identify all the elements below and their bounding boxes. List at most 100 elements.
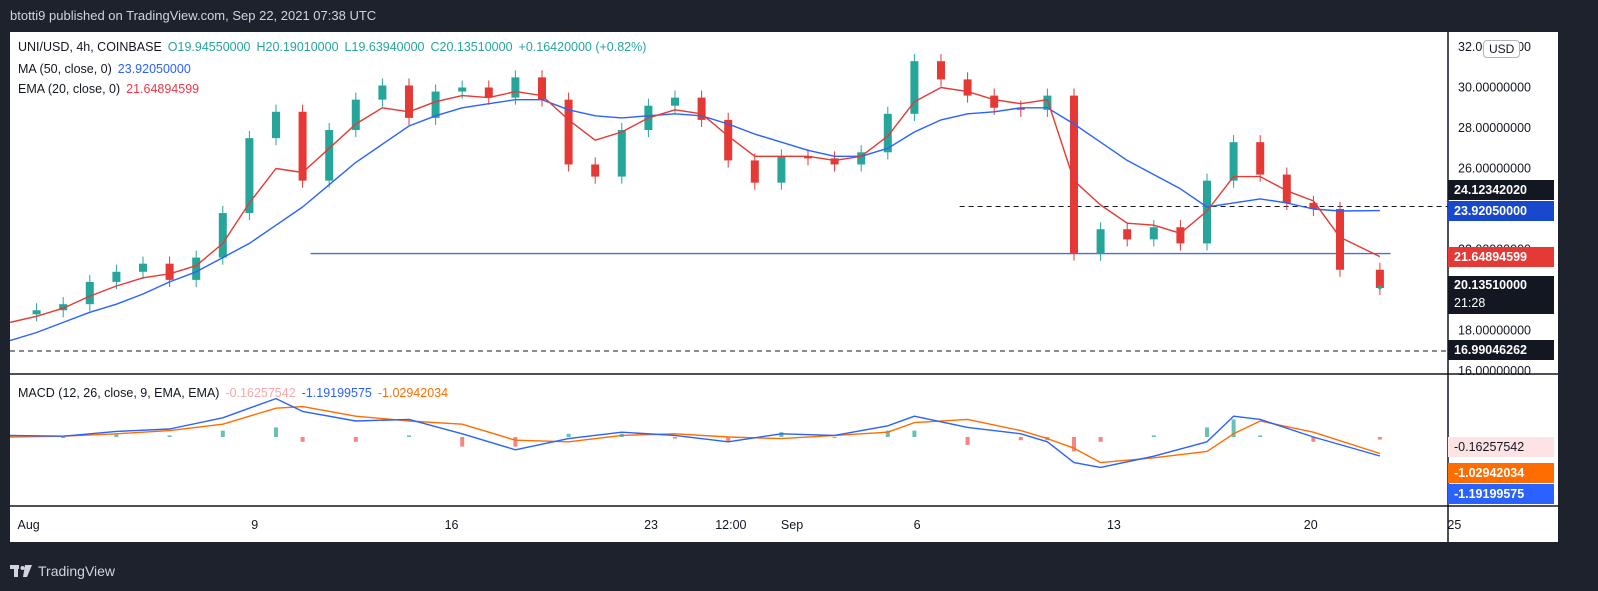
candle-body — [325, 130, 334, 181]
legend-ema: EMA (20, close, 0) 21.64894599 — [18, 82, 205, 96]
candle-body — [857, 152, 866, 165]
macd-hist-bar — [407, 435, 411, 437]
candle-body — [937, 61, 945, 80]
candle-body — [165, 263, 174, 280]
candle-body — [85, 281, 94, 305]
macd-hist-bar — [274, 427, 278, 437]
x-tick-label: 20 — [1304, 518, 1318, 532]
macd-hist-bar — [885, 430, 890, 437]
candle-body — [724, 119, 733, 161]
x-tick-label: 23 — [644, 518, 658, 532]
legend-macd-signal: -1.02942034 — [377, 386, 449, 400]
macd-hist-bar — [167, 435, 172, 437]
macd-hist-bar — [353, 437, 358, 442]
macd-signal-line — [10, 405, 1381, 464]
macd-hist-bar — [1098, 437, 1103, 442]
candle-body — [990, 95, 999, 108]
tradingview-logo[interactable]: TradingView — [10, 563, 115, 579]
candle-body — [564, 99, 573, 165]
candle-body — [1096, 229, 1105, 254]
macd-hist-bar — [1377, 437, 1382, 440]
candle-body — [777, 156, 786, 183]
candle-body — [804, 156, 812, 159]
tradingview-logo-text: TradingView — [38, 563, 116, 579]
y-tick-label: 26.00000000 — [1458, 162, 1531, 176]
candle-body — [458, 87, 467, 92]
candle-body — [1229, 142, 1238, 181]
macd-hist-bar — [1258, 435, 1263, 437]
legend-change: +0.16420000 (+0.82%) — [518, 40, 647, 54]
candle-body — [830, 158, 839, 165]
published-text: btotti9 published on TradingView.com, Se… — [10, 8, 377, 23]
price-tag-support: 16.99046262 — [1448, 340, 1554, 360]
candle-body — [484, 87, 493, 98]
macd-hist-bar — [779, 432, 784, 437]
candle-body — [963, 79, 972, 96]
currency-button[interactable]: USD — [1483, 40, 1521, 58]
candle-body — [1336, 209, 1344, 270]
macd-tag-signal: -1.02942034 — [1448, 463, 1554, 483]
candle-body — [591, 164, 600, 177]
candle-body — [139, 263, 147, 272]
candle-body — [1149, 227, 1158, 240]
macd-hist-bar — [10, 435, 12, 437]
candle-body — [1282, 174, 1291, 203]
candle-body — [298, 111, 307, 181]
legend-macd-line: -1.19199575 — [301, 386, 372, 400]
macd-hist-bar — [832, 437, 837, 438]
chart-frame[interactable]: 32.0000000030.0000000028.0000000026.0000… — [10, 32, 1558, 542]
price-tag-last: 20.13510000 21:28 — [1448, 276, 1554, 314]
macd-hist-bar — [1018, 437, 1023, 441]
last-price-dot — [1377, 285, 1382, 290]
candle-body — [32, 310, 41, 315]
macd-hist-bar — [912, 430, 917, 437]
legend-low: L19.63940000 — [344, 40, 425, 54]
last-price: 20.13510000 — [1454, 278, 1527, 292]
legend-close: C20.13510000 — [430, 40, 513, 54]
candle-body — [750, 160, 759, 183]
x-tick-label: 12:00 — [715, 518, 746, 532]
x-tick-label: 13 — [1107, 518, 1121, 532]
legend-price: UNI/USD, 4h, COINBASE O19.94550000 H20.190… — [18, 40, 652, 54]
macd-hist-bar — [513, 437, 518, 447]
candle-body — [1070, 95, 1078, 254]
ma-line — [10, 98, 1380, 342]
legend-macd: MACD (12, 26, close, 9, EMA, EMA) -0.1625… — [18, 386, 454, 400]
legend-macd-label: MACD (12, 26, close, 9, EMA, EMA) — [18, 386, 220, 400]
legend-ma-value: 23.92050000 — [117, 62, 191, 76]
legend-open: O19.94550000 — [167, 40, 251, 54]
macd-tag-hist: -0.16257542 — [1448, 437, 1554, 457]
y-tick-label: 28.00000000 — [1458, 121, 1531, 135]
macd-tag-macd: -1.19199575 — [1448, 484, 1554, 504]
candle-body — [1123, 229, 1132, 240]
candle-body — [351, 99, 360, 131]
macd-hist-bar — [965, 437, 970, 445]
legend-macd-hist: -0.16257542 — [225, 386, 296, 400]
price-tag-ema: 21.64894599 — [1448, 247, 1554, 267]
macd-hist-bar — [673, 437, 677, 439]
candle-body — [1309, 202, 1318, 209]
y-tick-label: 16.00000000 — [1458, 364, 1531, 378]
candle-body — [1043, 95, 1052, 110]
top-bar: btotti9 published on TradingView.com, Se… — [0, 0, 1598, 32]
candle-body — [671, 97, 679, 106]
macd-hist-bar — [1072, 437, 1076, 452]
candle-body — [245, 138, 254, 214]
macd-hist-bar — [1231, 419, 1236, 437]
chart-canvas[interactable]: 32.0000000030.0000000028.0000000026.0000… — [10, 32, 1558, 542]
candle-body — [538, 77, 546, 100]
macd-hist-bar — [114, 434, 119, 437]
legend-ema-label: EMA (20, close, 0) — [18, 82, 121, 96]
y-tick-label: 30.00000000 — [1458, 81, 1531, 95]
countdown: 21:28 — [1454, 296, 1486, 310]
macd-line — [10, 397, 1381, 469]
bottom-bar: TradingView — [0, 558, 1598, 591]
x-tick-label: 25 — [1447, 518, 1461, 532]
macd-hist-bar — [1151, 435, 1156, 437]
candle-body — [617, 130, 626, 177]
macd-hist-bar — [566, 433, 571, 437]
candle-body — [431, 91, 440, 118]
ema-line — [10, 86, 1381, 324]
candle-body — [697, 97, 706, 120]
macd-hist-bar — [61, 437, 66, 438]
